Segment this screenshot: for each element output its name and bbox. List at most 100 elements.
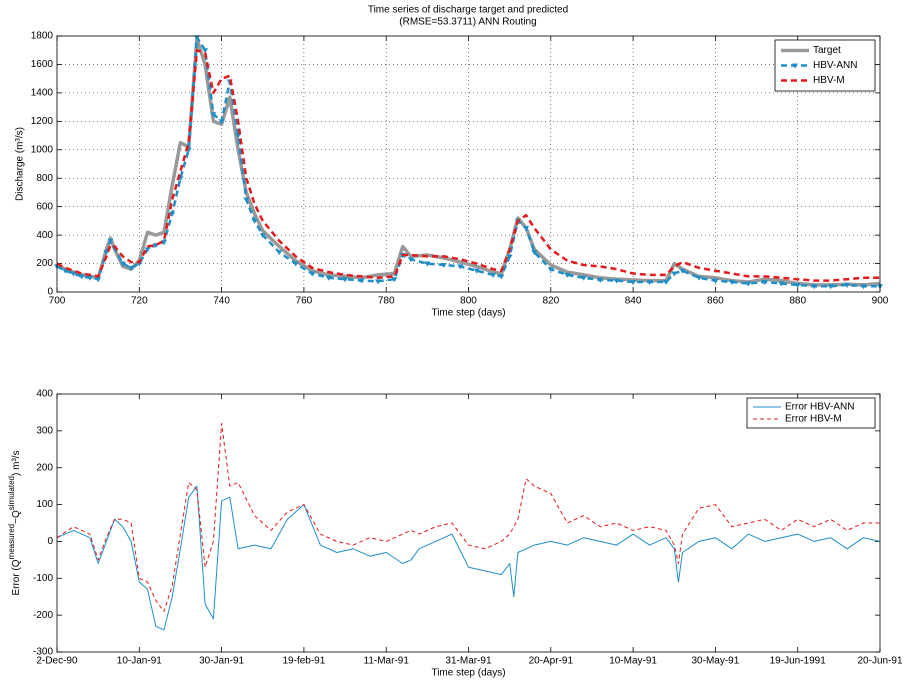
data-marker — [144, 247, 151, 253]
data-marker — [210, 112, 217, 118]
y-axis-label-part: ) m³/s — [11, 450, 22, 476]
y-tick-label: 400 — [36, 389, 53, 400]
data-marker — [107, 238, 114, 244]
x-tick-label: 10-Jan-91 — [117, 656, 162, 667]
data-marker — [728, 280, 735, 286]
data-marker — [597, 277, 604, 283]
data-marker — [827, 284, 834, 290]
y-tick-label: 0 — [47, 287, 53, 298]
x-tick-label: 2-Dec-90 — [36, 656, 78, 667]
data-marker — [811, 284, 818, 290]
data-marker — [202, 48, 209, 54]
legend-box — [746, 397, 876, 429]
data-marker — [761, 280, 768, 286]
plot-frame — [56, 35, 881, 293]
x-tick-label: 780 — [378, 296, 395, 307]
data-marker — [679, 268, 686, 274]
data-marker — [671, 271, 678, 277]
data-marker — [506, 254, 513, 260]
y-tick-label: -100 — [33, 573, 53, 584]
y-axis-label-part: measured — [7, 524, 16, 560]
x-tick-label: 11-Mar-91 — [364, 656, 410, 667]
data-marker — [193, 35, 200, 41]
x-tick-label: 800 — [460, 296, 477, 307]
data-marker — [490, 272, 497, 278]
y-tick-label: 300 — [36, 425, 53, 436]
data-marker — [218, 119, 225, 125]
y-axis-label-part: Error (Q — [11, 559, 22, 595]
x-tick-label: 31-Mar-91 — [445, 656, 492, 667]
data-marker — [498, 274, 505, 280]
data-marker — [169, 211, 176, 217]
data-marker — [778, 281, 785, 287]
series-line — [57, 36, 880, 288]
data-marker — [745, 281, 752, 287]
data-marker — [243, 197, 250, 203]
y-tick-label: 1000 — [31, 144, 54, 155]
x-tick-label: 19-feb-91 — [282, 656, 325, 667]
x-tick-label: 900 — [872, 296, 889, 307]
data-marker — [794, 282, 801, 288]
data-marker — [580, 275, 587, 281]
x-tick-label: 820 — [542, 296, 559, 307]
series-line — [57, 423, 880, 612]
legend-label: Error HBV-M — [785, 414, 842, 425]
y-tick-label: 600 — [36, 201, 53, 212]
data-marker — [251, 218, 258, 224]
data-marker — [358, 278, 365, 284]
data-marker — [309, 271, 316, 277]
chart-title: Time series of discharge target and pred… — [368, 5, 568, 16]
x-tick-label: 700 — [49, 296, 66, 307]
x-tick-label: 740 — [213, 296, 230, 307]
data-marker — [374, 279, 381, 285]
y-tick-label: -300 — [33, 647, 53, 658]
data-marker — [292, 261, 299, 267]
x-tick-label: 760 — [296, 296, 313, 307]
data-marker — [440, 262, 447, 268]
y-tick-label: 800 — [36, 173, 53, 184]
data-marker — [235, 133, 242, 139]
data-marker — [473, 268, 480, 274]
y-tick-label: 0 — [47, 536, 53, 547]
data-marker — [564, 272, 571, 278]
y-tick-label: 200 — [36, 462, 53, 473]
data-marker — [78, 274, 85, 280]
x-tick-label: 20-Jun-91 — [857, 656, 902, 667]
data-marker — [457, 264, 464, 270]
y-axis-label-part: simulated — [7, 476, 16, 510]
data-marker — [695, 275, 702, 281]
data-marker — [259, 233, 266, 239]
data-marker — [547, 267, 554, 273]
x-tick-label: 720 — [131, 296, 148, 307]
x-tick-label: 30-Jan-91 — [199, 656, 244, 667]
x-tick-label: 30-May-91 — [691, 656, 739, 667]
legend-label: Target — [813, 45, 841, 56]
x-axis-label: Time step (days) — [431, 308, 505, 319]
data-marker — [86, 275, 93, 281]
data-marker — [95, 277, 102, 283]
legend-marker — [792, 63, 798, 69]
data-marker — [70, 271, 77, 277]
y-axis-label: Error (Qmeasured−Qsimulated) m³/s — [7, 450, 22, 595]
data-marker — [62, 268, 69, 274]
data-marker — [712, 278, 719, 284]
data-marker — [613, 278, 620, 284]
y-tick-label: 400 — [36, 230, 53, 241]
y-tick-label: 200 — [36, 258, 53, 269]
y-axis-label: Discharge (m³/s) — [15, 127, 26, 201]
x-axis-label: Time step (days) — [431, 668, 505, 679]
data-marker — [663, 280, 670, 286]
y-tick-label: 1200 — [31, 116, 54, 127]
data-marker — [325, 275, 332, 281]
plot-area — [57, 394, 880, 652]
data-marker — [276, 250, 283, 256]
data-marker — [342, 277, 349, 283]
chart-subtitle: (RMSE=53.3711) ANN Routing — [399, 17, 536, 28]
x-tick-label: 10-May-91 — [609, 656, 657, 667]
y-tick-label: -200 — [33, 610, 53, 621]
y-tick-label: 1400 — [31, 88, 54, 99]
x-tick-label: 880 — [789, 296, 806, 307]
data-marker — [160, 240, 167, 246]
data-marker — [860, 284, 867, 290]
